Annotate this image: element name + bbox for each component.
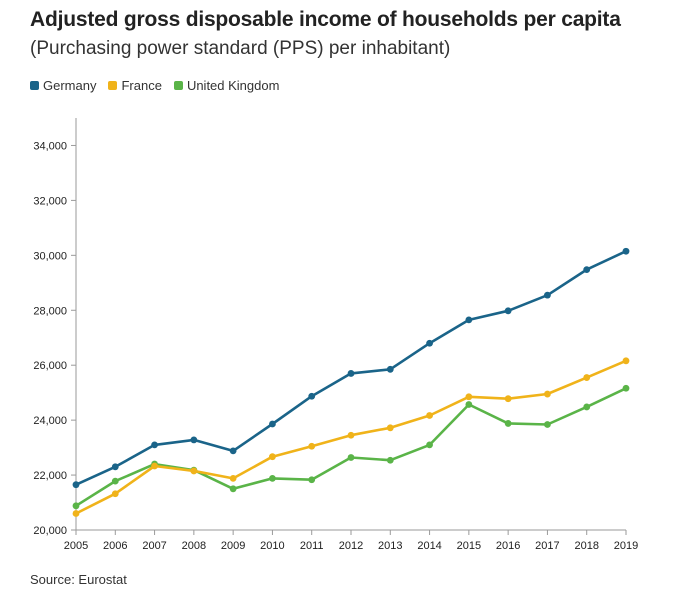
legend-item-united-kingdom: United Kingdom bbox=[173, 78, 280, 93]
y-tick-label: 28,000 bbox=[33, 305, 67, 317]
x-tick-label: 2009 bbox=[221, 540, 245, 552]
data-point-united-kingdom bbox=[229, 485, 237, 493]
data-point-france bbox=[190, 467, 198, 475]
legend-label-united-kingdom: United Kingdom bbox=[186, 78, 280, 93]
series-line-germany bbox=[74, 249, 628, 487]
data-point-germany bbox=[465, 316, 473, 324]
series-line-united-kingdom bbox=[74, 386, 628, 508]
data-point-united-kingdom bbox=[269, 474, 276, 482]
data-point-france bbox=[465, 393, 473, 401]
x-tick-label: 2016 bbox=[496, 540, 520, 552]
data-point-france bbox=[269, 453, 276, 461]
data-point-france bbox=[347, 431, 355, 439]
legend-swatch-united-kingdom bbox=[173, 81, 183, 90]
data-point-united-kingdom bbox=[347, 454, 355, 461]
y-tick-label: 20,000 bbox=[33, 525, 67, 537]
data-point-united-kingdom bbox=[622, 384, 630, 392]
y-tick-label: 24,000 bbox=[33, 415, 67, 427]
data-point-france bbox=[622, 357, 630, 365]
legend: Germany France United Kingdom bbox=[30, 78, 279, 93]
y-tick-label: 32,000 bbox=[33, 195, 67, 207]
x-tick-label: 2011 bbox=[300, 540, 324, 552]
chart-subtitle: (Purchasing power standard (PPS) per inh… bbox=[30, 38, 451, 59]
source-note: Source: Eurostat bbox=[30, 572, 127, 587]
data-point-germany bbox=[308, 392, 316, 400]
x-tick-label: 2018 bbox=[574, 540, 598, 552]
data-point-germany bbox=[269, 420, 276, 428]
data-point-france bbox=[229, 474, 237, 482]
x-tick-label: 2014 bbox=[417, 540, 441, 552]
data-point-france bbox=[544, 390, 551, 398]
x-tick-label: 2017 bbox=[535, 540, 559, 552]
data-point-united-kingdom bbox=[426, 441, 433, 449]
data-point-france bbox=[308, 442, 316, 450]
y-tick-label: 30,000 bbox=[33, 250, 67, 262]
data-point-united-kingdom bbox=[504, 420, 512, 427]
chart-title: Adjusted gross disposable income of hous… bbox=[30, 8, 621, 31]
x-tick-label: 2006 bbox=[103, 540, 127, 552]
data-point-germany bbox=[111, 463, 119, 471]
legend-swatch-germany bbox=[30, 81, 39, 90]
data-point-germany bbox=[583, 266, 591, 274]
data-point-united-kingdom bbox=[308, 476, 316, 484]
y-tick-label: 26,000 bbox=[33, 360, 67, 372]
data-point-france bbox=[583, 374, 591, 381]
y-tick-label: 22,000 bbox=[33, 470, 67, 482]
data-point-germany bbox=[386, 365, 394, 373]
data-point-united-kingdom bbox=[465, 401, 473, 408]
y-tick-label: 34,000 bbox=[33, 140, 67, 152]
data-point-france bbox=[72, 510, 80, 517]
data-point-united-kingdom bbox=[72, 502, 80, 510]
x-tick-label: 2005 bbox=[64, 540, 88, 552]
data-point-france bbox=[386, 424, 394, 432]
data-point-france bbox=[111, 490, 119, 498]
data-point-germany bbox=[72, 481, 80, 489]
x-tick-label: 2007 bbox=[142, 540, 166, 552]
data-point-germany bbox=[426, 339, 433, 347]
data-point-united-kingdom bbox=[386, 456, 394, 464]
legend-label-france: France bbox=[121, 78, 162, 93]
x-tick-label: 2015 bbox=[457, 540, 481, 552]
legend-label-germany: Germany bbox=[43, 78, 97, 93]
legend-item-france: France bbox=[108, 78, 162, 93]
x-tick-label: 2010 bbox=[260, 540, 284, 552]
data-point-united-kingdom bbox=[111, 477, 119, 485]
x-tick-label: 2012 bbox=[339, 540, 363, 552]
data-point-germany bbox=[347, 370, 355, 377]
data-point-united-kingdom bbox=[544, 421, 551, 428]
data-point-germany bbox=[622, 247, 630, 255]
data-point-germany bbox=[151, 441, 158, 449]
legend-item-germany: Germany bbox=[30, 78, 96, 93]
data-point-germany bbox=[190, 436, 198, 444]
x-tick-label: 2013 bbox=[378, 540, 402, 552]
data-point-germany bbox=[544, 291, 551, 299]
x-tick-label: 2019 bbox=[614, 540, 638, 552]
data-point-united-kingdom bbox=[583, 403, 591, 411]
data-point-germany bbox=[504, 307, 512, 315]
data-point-france bbox=[426, 412, 433, 419]
x-tick-label: 2008 bbox=[182, 540, 206, 552]
data-point-france bbox=[151, 462, 158, 470]
data-point-germany bbox=[229, 447, 237, 455]
data-point-france bbox=[504, 395, 512, 403]
legend-swatch-france bbox=[108, 81, 118, 90]
